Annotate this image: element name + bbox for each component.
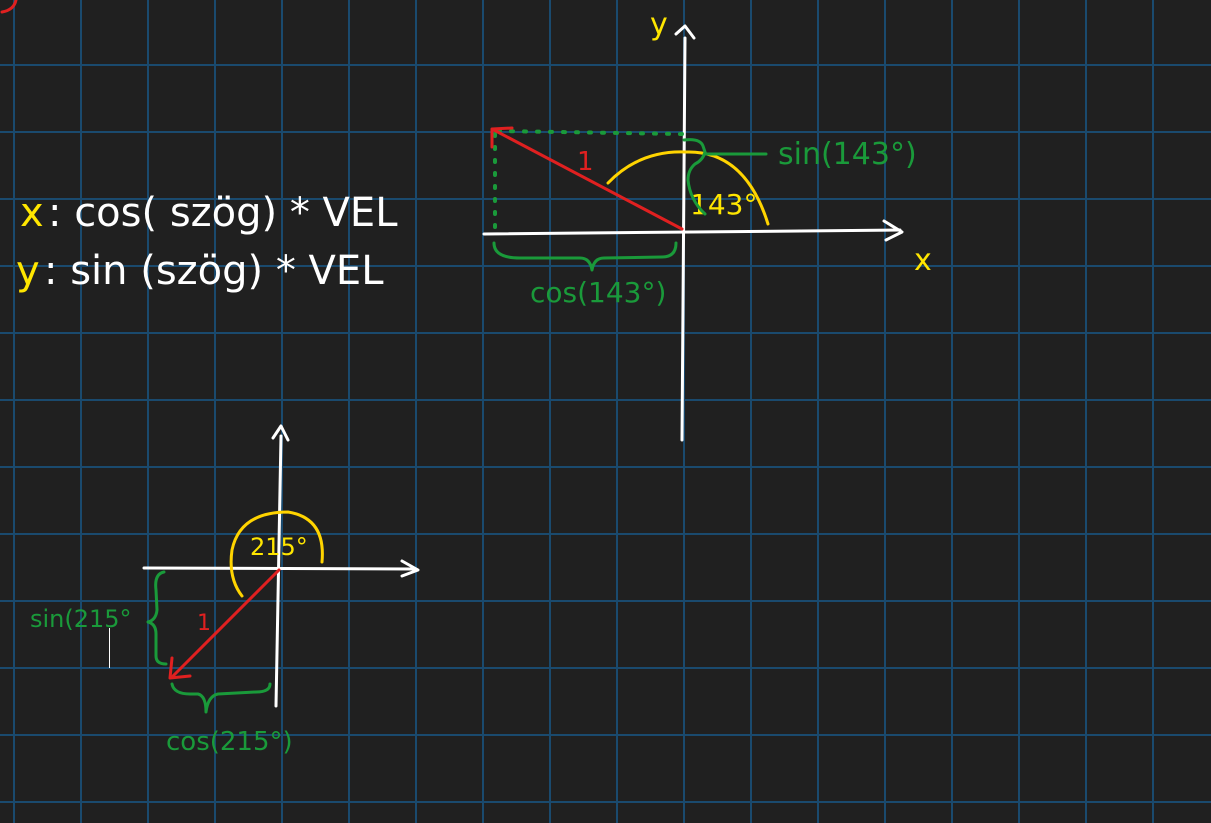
- top-x-axis-arrow: [882, 219, 904, 242]
- top-y-axis: [680, 36, 687, 442]
- formula-y-variable: y: [16, 248, 40, 294]
- top-vector-length-label: 1: [577, 147, 594, 177]
- top-angle-arc: [606, 150, 770, 226]
- top-sin-bracket: [682, 138, 707, 216]
- top-y-axis-arrow: [674, 24, 696, 40]
- bottom-x-axis-arrow: [400, 559, 420, 578]
- top-unit-vector: [492, 128, 684, 231]
- bottom-sin-label: sin(215°: [30, 605, 132, 633]
- formula-x-variable: x: [20, 190, 44, 236]
- bottom-unit-vector: [170, 568, 281, 679]
- formula-y-expression: : sin (szög) * VEL: [44, 248, 384, 294]
- bottom-cos-bracket: [170, 682, 272, 714]
- bottom-angle-label: 215°: [250, 533, 308, 561]
- top-x-axis: [482, 228, 902, 236]
- top-y-axis-label: y: [650, 7, 668, 42]
- top-cos-bracket: [492, 241, 678, 272]
- bottom-angle-arc: [229, 510, 324, 598]
- bottom-y-axis-arrow: [271, 424, 290, 442]
- top-dotted-horizontal: [496, 129, 684, 136]
- top-cos-label: cos(143°): [530, 276, 666, 309]
- top-x-axis-label: x: [914, 243, 932, 278]
- bottom-unit-vector-arrowhead: [168, 656, 192, 680]
- bottom-vector-length-label: 1: [197, 611, 211, 636]
- bottom-cos-label: cos(215°): [166, 727, 293, 757]
- formula-x-expression: : cos( szög) * VEL: [48, 190, 398, 236]
- bottom-diagram: 215° 1 sin(215° cos(215°): [30, 424, 420, 757]
- corner-scribble: [0, 0, 18, 14]
- text-cursor: [109, 628, 110, 668]
- top-unit-vector-arrowhead: [490, 126, 514, 149]
- top-sin-label: sin(143°): [778, 137, 917, 172]
- top-angle-label: 143°: [690, 188, 757, 221]
- bottom-sin-bracket: [146, 570, 168, 666]
- top-diagram: y x 143° 1 sin(143°) cos(143°): [482, 7, 932, 442]
